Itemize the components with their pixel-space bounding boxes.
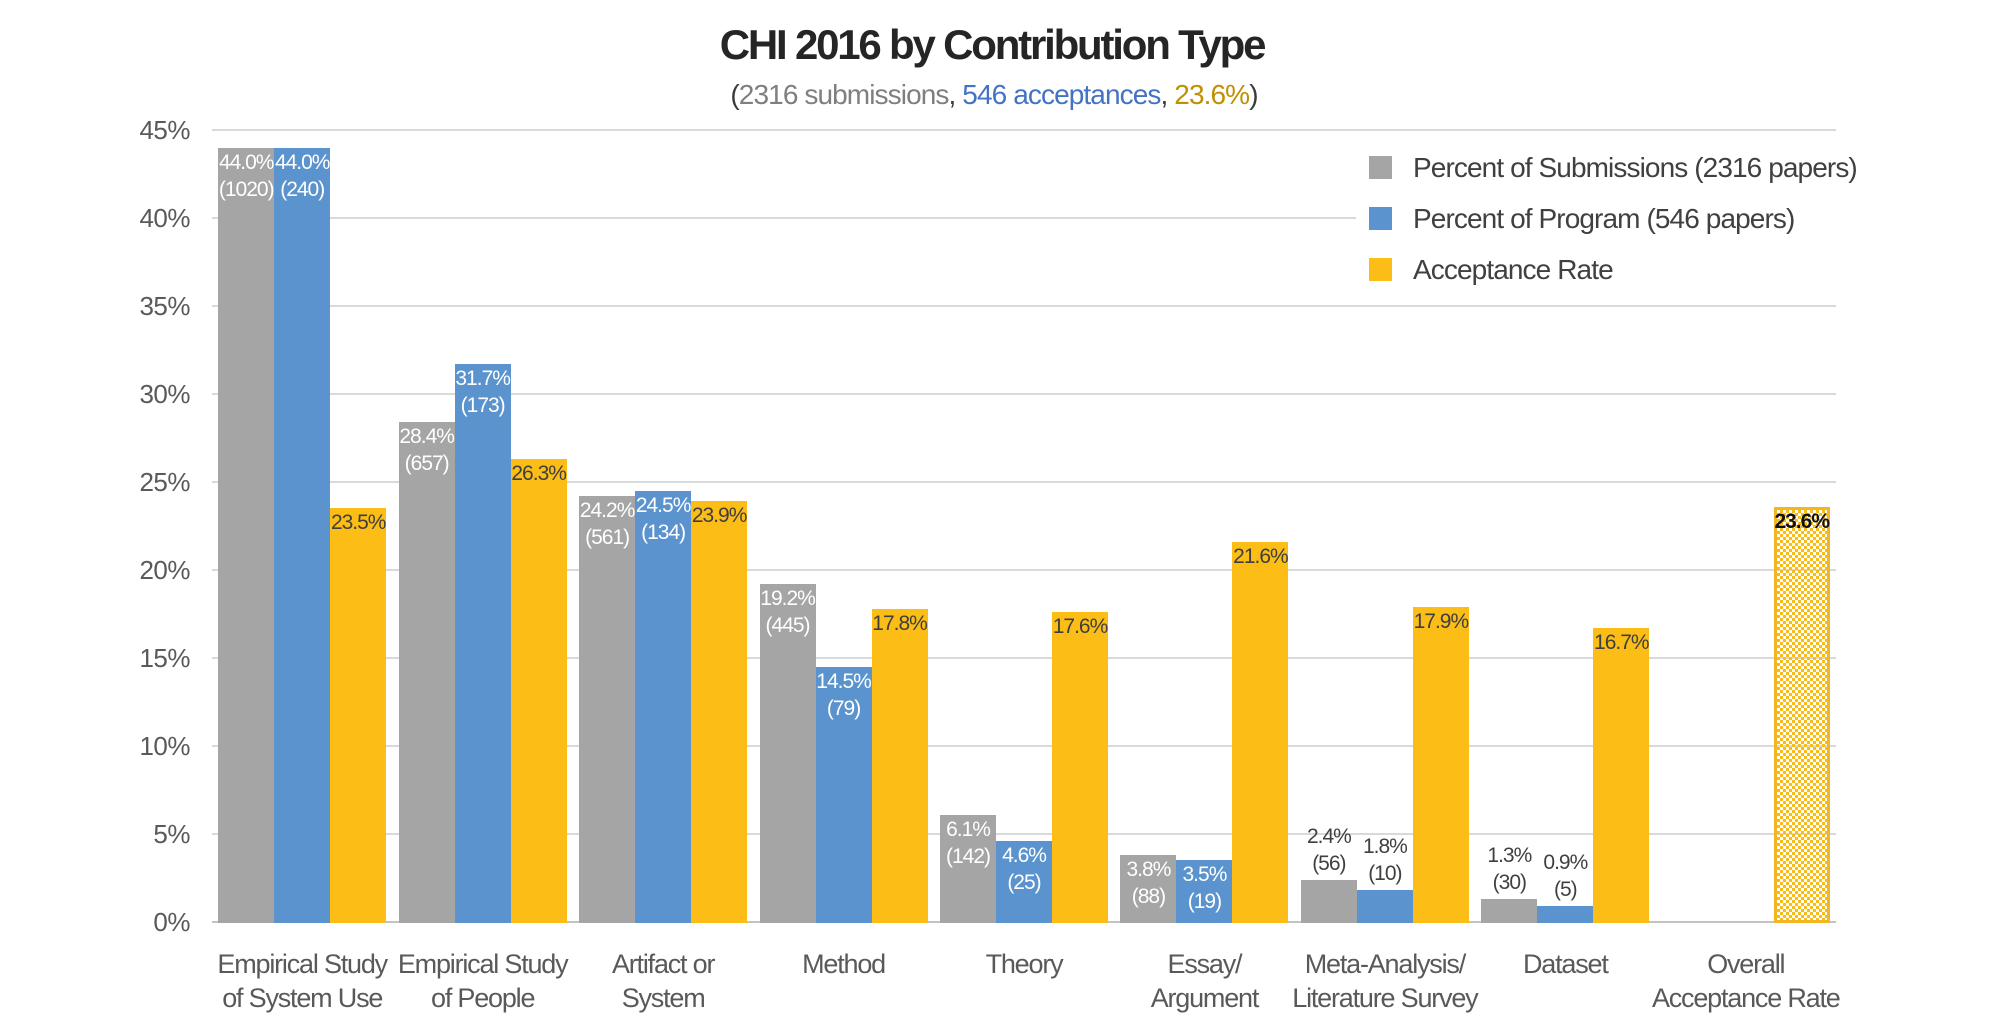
- bar-label-submissions-1: 44.0% (1020): [218, 150, 275, 201]
- category-label-4: Method: [802, 949, 886, 979]
- chart-title: CHI 2016 by Contribution Type: [719, 21, 1267, 68]
- bar-submissions-5: [940, 814, 996, 923]
- y-tick-label: 40%: [139, 203, 190, 233]
- bar-label-submissions-6: 3.8% (88): [1126, 858, 1172, 909]
- bar-label-program-7: 1.8% (10): [1362, 835, 1408, 886]
- bar-acceptance-9: [1773, 506, 1830, 923]
- bar-acceptance-6: [1232, 541, 1289, 923]
- y-tick-label: 20%: [139, 555, 190, 585]
- chart-subtitle-part-5: ,: [1160, 79, 1175, 110]
- bar-program-3: [635, 490, 692, 923]
- bar-label-submissions-3: 24.2% (561): [579, 499, 636, 550]
- bar-label-program-8: 0.9% (5): [1543, 851, 1588, 902]
- gridline: [212, 217, 1836, 219]
- gridline: [212, 745, 1836, 747]
- bar-label-acceptance-4: 17.8%: [872, 611, 928, 635]
- gridline: [212, 657, 1836, 659]
- category-label-6: Essay/ Argument: [1150, 949, 1260, 1013]
- bar-label-program-1: 44.0% (240): [274, 150, 331, 201]
- bar-label-acceptance-8: 16.7%: [1594, 631, 1650, 655]
- chart-subtitle: (2316 submissions, 546 acceptances, 23.6…: [0, 79, 1988, 111]
- bar-acceptance-5: [1052, 612, 1108, 923]
- bar-acceptance-4: [871, 608, 928, 923]
- bar-acceptance-1: [330, 508, 387, 923]
- bar-label-submissions-4: 19.2% (445): [760, 587, 816, 638]
- bar-program-6: [1176, 860, 1233, 923]
- bar-label-submissions-7: 2.4% (56): [1306, 824, 1352, 875]
- y-tick-label: 25%: [139, 467, 190, 497]
- y-tick-label: 45%: [139, 115, 190, 145]
- gridline: [212, 833, 1836, 835]
- bar-label-acceptance-7: 17.9%: [1413, 609, 1470, 633]
- bar-submissions-1: [218, 147, 275, 923]
- bar-program-4: [815, 666, 872, 923]
- chart-subtitle-part-4: 546 acceptances: [962, 79, 1161, 110]
- y-tick-label: 15%: [139, 643, 190, 673]
- legend-swatch-2: [1369, 207, 1392, 230]
- gridline: [212, 305, 1836, 307]
- bar-program-2: [454, 364, 511, 923]
- bar-label-submissions-5: 6.1% (142): [945, 817, 991, 868]
- bar-label-acceptance-1: 23.5%: [330, 511, 387, 535]
- y-tick-label: 0%: [153, 907, 190, 937]
- bar-program-5: [996, 841, 1052, 923]
- bar-submissions-2: [398, 422, 455, 923]
- legend-label-3: Acceptance Rate: [1413, 254, 1614, 285]
- chart-subtitle-part-7: ): [1249, 79, 1258, 110]
- bar-submissions-3: [579, 496, 636, 923]
- gridline: [212, 393, 1836, 395]
- category-label-2: Empirical Study of People: [397, 949, 569, 1013]
- bar-acceptance-8: [1593, 628, 1650, 923]
- bar-acceptance-7: [1412, 606, 1469, 923]
- bar-label-acceptance-2: 26.3%: [511, 462, 567, 486]
- legend: Percent of Submissions (2316 papers) Perc…: [1356, 142, 1858, 292]
- chart-subtitle-part-6: 23.6%: [1174, 79, 1250, 110]
- category-label-9: Overall Acceptance Rate: [1651, 949, 1841, 1013]
- y-tick-label: 10%: [139, 731, 190, 761]
- bar-acceptance-3: [691, 501, 748, 923]
- category-label-7: Meta-Analysis/ Literature Survey: [1292, 949, 1478, 1013]
- bar-label-acceptance-5: 17.6%: [1052, 615, 1109, 639]
- gridline: [212, 569, 1836, 571]
- y-tick-label: 30%: [139, 379, 190, 409]
- bar-submissions-8: [1481, 899, 1538, 923]
- gridline: [212, 481, 1836, 483]
- chart-subtitle-part-3: ,: [948, 79, 963, 110]
- gridline: [212, 129, 1836, 131]
- legend-swatch-3: [1369, 258, 1392, 281]
- bar-label-acceptance-6: 21.6%: [1233, 544, 1289, 568]
- bar-submissions-6: [1120, 855, 1177, 923]
- bar-label-program-6: 3.5% (19): [1182, 863, 1228, 914]
- legend-label-2: Percent of Program (546 papers): [1413, 203, 1795, 234]
- bar-label-program-3: 24.5% (134): [635, 493, 692, 544]
- bar-program-7: [1356, 890, 1413, 923]
- legend-swatch-1: [1369, 156, 1392, 179]
- bar-label-submissions-2: 28.4% (657): [399, 425, 455, 476]
- category-label-1: Empirical Study of System Use: [217, 949, 388, 1013]
- bar-acceptance-2: [510, 459, 567, 923]
- y-tick-label: 5%: [153, 819, 190, 849]
- bar-submissions-4: [759, 584, 816, 923]
- bar-label-program-2: 31.7% (173): [455, 367, 511, 418]
- chart-subtitle-part-1: (: [730, 79, 739, 110]
- bar-label-acceptance-3: 23.9%: [691, 504, 748, 528]
- bar-label-acceptance-9: 23.6%: [1774, 509, 1830, 533]
- chart-subtitle-part-2: 2316 submissions: [738, 79, 950, 110]
- category-label-8: Dataset: [1523, 949, 1609, 979]
- bar-label-submissions-8: 1.3% (30): [1487, 844, 1532, 895]
- bar-label-program-4: 14.5% (79): [816, 669, 872, 720]
- category-label-3: Artifact or System: [611, 949, 716, 1013]
- bar-submissions-7: [1300, 879, 1357, 923]
- legend-label-1: Percent of Submissions (2316 papers): [1413, 152, 1858, 183]
- bar-label-program-5: 4.6% (25): [1002, 844, 1047, 895]
- bar-program-8: [1537, 906, 1594, 923]
- y-tick-label: 35%: [139, 291, 190, 321]
- category-label-5: Theory: [985, 949, 1064, 979]
- bar-program-1: [274, 147, 331, 923]
